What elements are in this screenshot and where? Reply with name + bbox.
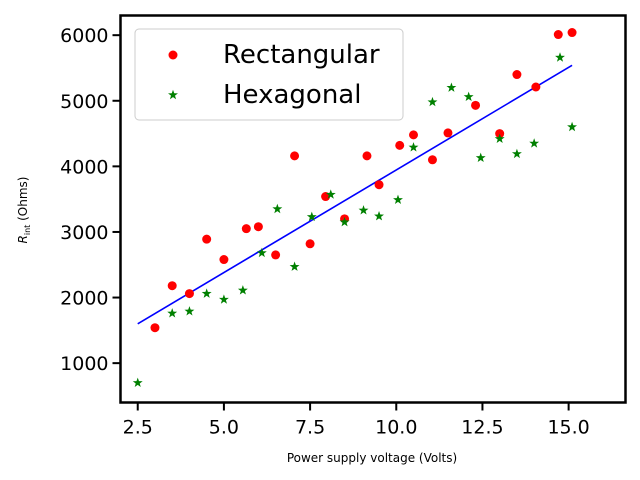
x-tick-label: 5.0 <box>209 417 239 439</box>
plot-frame <box>119 14 627 404</box>
plot-area <box>132 28 578 388</box>
data-point-hexagonal <box>511 148 522 159</box>
legend-label-rectangular: Rectangular <box>223 40 380 70</box>
y-tick-label: 3000 <box>60 222 108 244</box>
y-axis-label-unit: (Ohms) <box>16 177 30 225</box>
y-axis-label-symbol: R <box>16 235 30 243</box>
data-point-rectangular <box>395 140 405 150</box>
y-tick-label: 2000 <box>60 288 108 310</box>
data-point-hexagonal <box>325 189 336 199</box>
y-axis-ticks: 1000 2000 3000 4000 5000 6000 <box>60 25 121 375</box>
y-tick-label: 1000 <box>60 353 108 375</box>
y-tick-label: 4000 <box>60 156 108 178</box>
data-point-hexagonal <box>289 261 300 271</box>
data-point-rectangular <box>253 222 263 232</box>
x-tick-label: 10.0 <box>375 417 417 439</box>
data-point-rectangular <box>290 151 300 161</box>
data-point-rectangular <box>167 281 177 291</box>
data-point-hexagonal <box>339 216 350 227</box>
legend: Rectangular Hexagonal <box>134 28 404 121</box>
data-point-rectangular <box>471 100 481 110</box>
data-point-hexagonal <box>555 52 565 62</box>
y-axis-label: Rint (Ohms) <box>16 177 32 244</box>
legend-marker-rectangular <box>168 50 178 60</box>
data-point-rectangular <box>495 129 505 139</box>
data-point-hexagonal <box>272 203 283 214</box>
data-point-hexagonal <box>494 133 505 144</box>
data-point-hexagonal <box>306 211 317 222</box>
data-point-rectangular <box>150 323 160 333</box>
x-tick-label: 15.0 <box>547 417 589 439</box>
data-point-rectangular <box>531 82 541 92</box>
fit-line <box>137 64 573 325</box>
x-tick-label: 2.5 <box>123 417 153 439</box>
data-point-hexagonal <box>374 211 384 221</box>
y-tick-label: 6000 <box>60 25 108 47</box>
data-point-rectangular <box>427 155 437 165</box>
legend-label-hexagonal: Hexagonal <box>223 80 361 110</box>
data-point-hexagonal <box>256 247 267 258</box>
data-point-hexagonal <box>463 91 474 102</box>
data-point-hexagonal <box>567 121 578 132</box>
y-tick-label: 5000 <box>60 91 108 113</box>
x-axis-label: Power supply voltage (Volts) <box>287 451 457 465</box>
x-tick-label: 7.5 <box>295 417 325 439</box>
data-point-rectangular <box>553 30 563 40</box>
data-point-rectangular <box>567 28 577 38</box>
legend-frame <box>134 28 404 121</box>
y-axis-label-subscript: int <box>23 225 32 235</box>
data-point-hexagonal <box>184 306 195 316</box>
data-point-hexagonal <box>358 205 369 215</box>
data-point-rectangular <box>374 180 384 190</box>
data-point-hexagonal <box>529 138 540 148</box>
data-point-rectangular <box>409 130 419 140</box>
data-point-rectangular <box>271 250 281 260</box>
data-point-rectangular <box>362 151 372 161</box>
data-point-hexagonal <box>446 82 457 92</box>
data-point-hexagonal <box>167 308 178 318</box>
data-point-hexagonal <box>201 288 212 298</box>
x-axis-ticks: 2.5 5.0 7.5 10.0 12.5 15.0 <box>123 402 590 439</box>
data-point-rectangular <box>305 239 315 249</box>
data-point-rectangular <box>443 128 453 138</box>
data-point-hexagonal <box>427 96 438 107</box>
data-point-rectangular <box>241 224 251 234</box>
data-point-hexagonal <box>408 142 419 152</box>
data-point-rectangular <box>512 70 522 80</box>
data-point-hexagonal <box>218 294 229 304</box>
data-point-hexagonal <box>132 377 143 388</box>
data-point-rectangular <box>202 234 212 244</box>
data-point-hexagonal <box>237 285 248 295</box>
data-point-hexagonal <box>393 194 403 205</box>
legend-marker-hexagonal <box>168 89 178 100</box>
data-point-rectangular <box>184 289 194 299</box>
data-point-hexagonal <box>475 152 486 163</box>
x-tick-label: 12.5 <box>461 417 503 439</box>
data-point-rectangular <box>219 255 229 265</box>
